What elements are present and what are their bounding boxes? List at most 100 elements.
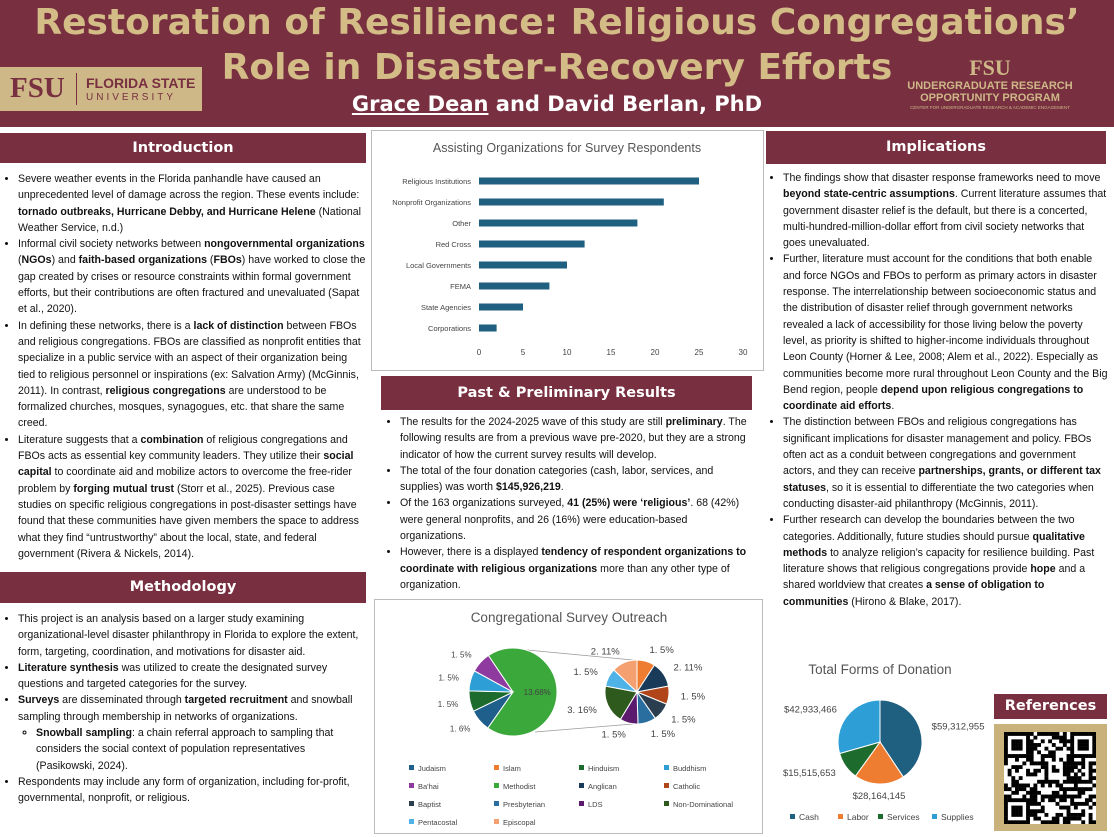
qr-module xyxy=(1007,732,1012,736)
qr-module xyxy=(1007,787,1012,792)
qr-module xyxy=(1011,743,1016,747)
qr-module xyxy=(1055,812,1060,817)
qr-module xyxy=(1015,732,1019,736)
qr-module xyxy=(1066,746,1071,751)
qr-module xyxy=(1070,798,1075,803)
qr-module xyxy=(1011,790,1016,795)
legend-label: Buddhism xyxy=(673,764,706,773)
data-label: 1. 5% xyxy=(649,645,674,656)
qr-module xyxy=(1007,798,1012,803)
text-run: of religious congregations and FBOs acts… xyxy=(18,433,348,463)
qr-module xyxy=(1081,757,1086,762)
legend-swatch xyxy=(579,765,584,770)
y-tick-label: Nonprofit Organizations xyxy=(392,198,471,207)
section-heading: Implications xyxy=(766,131,1106,164)
text-run: The distinction between FBOs and religio… xyxy=(783,416,1092,478)
qr-module xyxy=(1044,820,1049,824)
data-label: 1. 5% xyxy=(438,673,458,682)
qr-module xyxy=(1007,820,1012,824)
qr-module xyxy=(1004,739,1008,744)
qr-module xyxy=(1073,816,1078,821)
qr-module xyxy=(1026,750,1030,755)
qr-module xyxy=(1026,732,1030,736)
legend-swatch xyxy=(494,819,499,824)
qr-module xyxy=(1066,812,1071,817)
qr-module xyxy=(1084,743,1089,747)
qr-module xyxy=(1092,820,1096,824)
qr-module xyxy=(1007,768,1012,773)
qr-module xyxy=(1062,794,1067,799)
pie-slice xyxy=(854,741,904,785)
bold-run: forging mutual trust xyxy=(73,482,174,495)
bar xyxy=(479,198,664,206)
qr-module xyxy=(1026,790,1030,795)
qr-module xyxy=(1051,732,1056,736)
qr-module xyxy=(1062,739,1067,744)
qr-module xyxy=(1022,787,1027,792)
qr-module xyxy=(1051,768,1056,773)
bar xyxy=(479,282,550,290)
qr-module xyxy=(1081,754,1086,758)
qr-module xyxy=(1066,787,1071,792)
qr-module xyxy=(1033,761,1038,766)
x-tick-label: 0 xyxy=(477,348,482,357)
qr-module xyxy=(1033,783,1038,788)
qr-module xyxy=(1070,816,1075,821)
qr-module xyxy=(1051,794,1056,799)
text-run: ( xyxy=(206,254,214,267)
bullet: Severe weather events in the Florida pan… xyxy=(18,171,366,236)
qr-module xyxy=(1092,783,1096,788)
qr-module xyxy=(1081,779,1086,784)
bullet-list: The findings show that disaster response… xyxy=(767,170,1109,610)
qr-module xyxy=(1037,768,1041,773)
qr-module xyxy=(1084,739,1089,744)
qr-module xyxy=(1066,816,1071,821)
qr-module xyxy=(1044,779,1049,784)
qr-module xyxy=(1018,739,1023,744)
qr-module xyxy=(1051,754,1056,758)
qr-module xyxy=(1092,746,1096,751)
bullet: The results for the 2024-2025 wave of th… xyxy=(400,414,756,463)
pie-slice xyxy=(473,654,514,693)
qr-module xyxy=(1051,816,1056,821)
qr-module xyxy=(1004,750,1008,755)
qr-module xyxy=(1011,765,1016,769)
qr-module xyxy=(1044,768,1049,773)
donation-pie-chart: Total Forms of Donation $59,312,955 $28,16… xyxy=(783,662,985,822)
qr-module xyxy=(1037,732,1041,736)
qr-module xyxy=(1011,805,1016,810)
qr-module xyxy=(1070,739,1075,744)
qr-code[interactable] xyxy=(1004,732,1096,824)
qr-module xyxy=(1029,812,1034,817)
qr-module xyxy=(1004,816,1008,821)
bar xyxy=(479,240,585,248)
qr-module xyxy=(1040,805,1045,810)
qr-module xyxy=(1026,754,1030,758)
data-label: 1. 5% xyxy=(451,650,471,659)
data-label: $42,933,466 xyxy=(784,704,837,715)
legend-swatch xyxy=(579,783,584,788)
qr-module xyxy=(1081,801,1086,806)
pie-slice xyxy=(604,685,638,721)
qr-module xyxy=(1077,768,1082,773)
bold-run: tornado outbreaks, Hurricane Debby, and … xyxy=(18,205,316,218)
chart-frame: Assisting Organizations for Survey Respo… xyxy=(371,130,764,371)
qr-module xyxy=(1026,743,1030,747)
qr-module xyxy=(1029,739,1034,744)
bold-run: 41 (25%) were ‘religious’ xyxy=(567,497,691,510)
legend-label: Labor xyxy=(847,812,869,822)
qr-module xyxy=(1007,754,1012,758)
qr-module xyxy=(1022,783,1027,788)
legend-swatch xyxy=(664,783,669,788)
qr-module xyxy=(1062,805,1067,810)
qr-module xyxy=(1055,790,1060,795)
qr-module xyxy=(1018,746,1023,751)
text-run: Further research can develop the boundar… xyxy=(783,514,1075,543)
qr-module xyxy=(1004,820,1008,824)
qr-module xyxy=(1048,754,1053,758)
results-text: The results for the 2024-2025 wave of th… xyxy=(384,414,756,596)
text-run: are disseminated through xyxy=(59,694,185,707)
qr-module xyxy=(1033,735,1038,740)
bold-run: qualitative methods xyxy=(783,530,1085,559)
qr-module xyxy=(1004,743,1008,747)
